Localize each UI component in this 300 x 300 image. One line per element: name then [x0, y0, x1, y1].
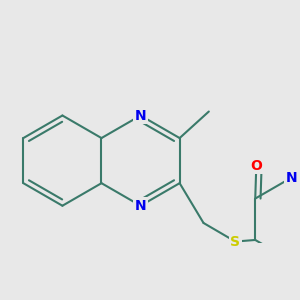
Text: S: S — [230, 235, 240, 249]
Text: N: N — [285, 171, 297, 185]
Text: O: O — [250, 159, 262, 173]
Text: N: N — [135, 109, 146, 122]
Text: N: N — [135, 199, 146, 213]
